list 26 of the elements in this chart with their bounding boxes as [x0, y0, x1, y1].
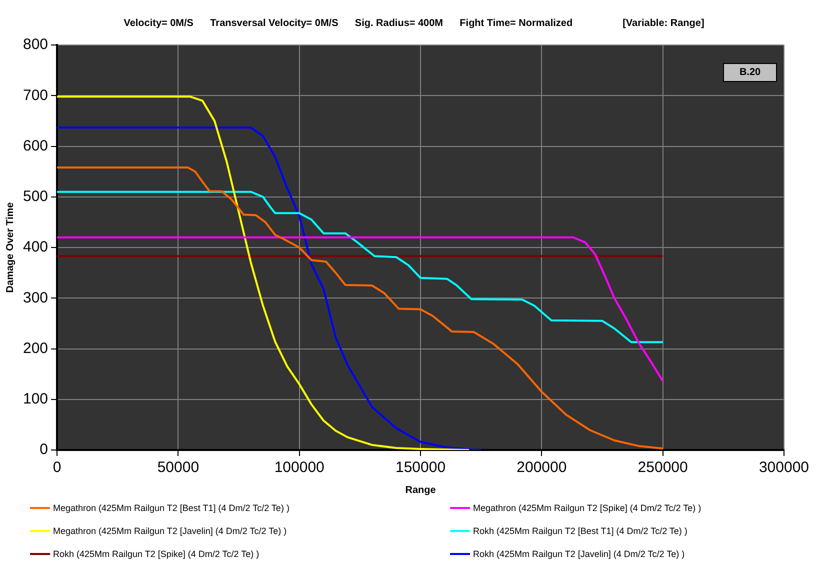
- y-tick-label: 0: [40, 441, 48, 458]
- x-tick-label: 300000: [758, 459, 810, 476]
- y-tick-label: 700: [22, 86, 48, 104]
- chart-title: Velocity= 0M/S Transversal Velocity= 0M/S Sig. Radius= 400M Fight Time= Normalized [Variable: Range]: [122, 18, 706, 29]
- x-axis-title: Range: [405, 484, 436, 496]
- y-axis-title: Damage Over Time: [4, 202, 16, 293]
- x-tick-label: 0: [52, 459, 62, 476]
- y-tick-label: 600: [22, 137, 48, 154]
- legend-label: Megathron (425Mm Railgun T2 [Spike] (4 Dm/2 Tc/2 Te) ): [473, 503, 702, 513]
- y-tick-label: 300: [22, 289, 48, 306]
- legend-label: Megathron (425Mm Railgun T2 [Javelin] (4 Dm/2 Tc/2 Te) ): [53, 526, 287, 536]
- legend-label: Rokh (425Mm Railgun T2 [Best T1] (4 Dm/2 Tc/2 Te) ): [473, 526, 688, 536]
- x-tick-label: 50000: [157, 459, 200, 476]
- y-tick-label: 400: [22, 238, 48, 256]
- legend-label: Rokh (425Mm Railgun T2 [Spike] (4 Dm/2 Tc/2 Te) ): [53, 549, 260, 559]
- y-tick-label: 100: [22, 390, 48, 408]
- y-tick-label: 500: [22, 188, 48, 206]
- x-tick-label: 100000: [274, 459, 324, 476]
- x-tick-label: 200000: [516, 459, 567, 476]
- y-tick-label: 200: [22, 340, 48, 357]
- legend-label: Megathron (425Mm Railgun T2 [Best T1] (4 Dm/2 Tc/2 Te) ): [53, 503, 290, 513]
- legend-label: Rokh (425Mm Railgun T2 [Javelin] (4 Dm/2 Tc/2 Te) ): [473, 549, 685, 559]
- x-tick-label: 150000: [395, 459, 446, 476]
- version-badge: B.20: [723, 63, 777, 82]
- x-tick-label: 250000: [638, 459, 688, 476]
- y-tick-label: 800: [22, 36, 48, 54]
